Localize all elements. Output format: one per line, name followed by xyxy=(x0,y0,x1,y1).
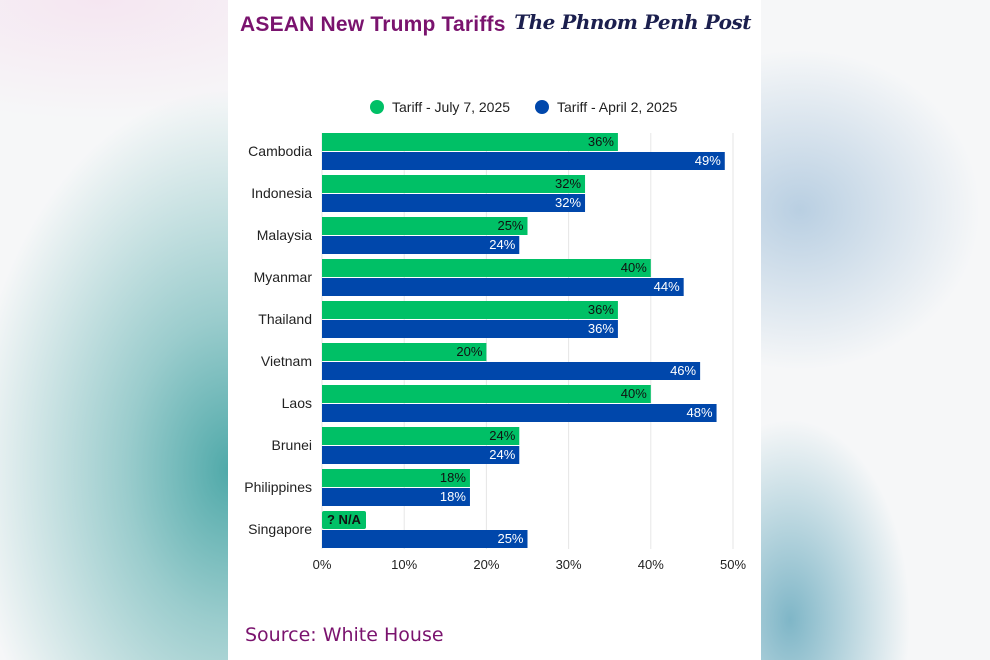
publisher-logo: The Phnom Penh Post xyxy=(514,10,751,34)
category-label: Thailand xyxy=(258,311,312,327)
data-label: 32% xyxy=(555,176,581,191)
category-label: Singapore xyxy=(248,521,312,537)
bar-july xyxy=(322,385,651,403)
bar-chart: 0% 10% 20% 30% 40% 50% Cambodia 36% 49% Indonesia… xyxy=(244,133,746,572)
na-badge xyxy=(322,511,366,529)
bar-april xyxy=(322,152,725,170)
legend-label-july: Tariff - July 7, 2025 xyxy=(392,99,511,115)
category-label: Cambodia xyxy=(248,143,312,159)
legend-item-july: Tariff - July 7, 2025 xyxy=(370,99,510,115)
data-label: 25% xyxy=(497,218,523,233)
x-tick-label: 50% xyxy=(720,557,746,572)
category-label: Vietnam xyxy=(261,353,312,369)
data-label: 48% xyxy=(687,405,713,420)
bar-july xyxy=(322,427,520,445)
data-label: 20% xyxy=(456,344,482,359)
bar-april xyxy=(322,236,520,254)
bar-april xyxy=(322,278,684,296)
data-label: 40% xyxy=(621,386,647,401)
data-label: 24% xyxy=(489,237,515,252)
bar-july xyxy=(322,301,618,319)
bar-april xyxy=(322,320,618,338)
legend-dot-green-icon xyxy=(370,100,384,114)
category-label: Brunei xyxy=(272,437,312,453)
category-label: Indonesia xyxy=(251,185,312,201)
data-label: 44% xyxy=(654,279,680,294)
bar-april xyxy=(322,362,701,380)
data-label: 24% xyxy=(489,447,515,462)
category-label: Laos xyxy=(282,395,312,411)
chart-card: ASEAN New Trump Tariffs The Phnom Penh P… xyxy=(228,0,761,660)
x-tick-label: 40% xyxy=(638,557,664,572)
legend-label-april: Tariff - April 2, 2025 xyxy=(557,99,678,115)
data-label: 36% xyxy=(588,134,614,149)
bar-july xyxy=(322,259,651,277)
bar-april xyxy=(322,194,586,212)
bar-april xyxy=(322,404,717,422)
bar-april xyxy=(322,530,528,548)
data-label: 18% xyxy=(440,470,466,485)
data-label: 36% xyxy=(588,321,614,336)
category-label: Philippines xyxy=(244,479,312,495)
source-note: Source: White House xyxy=(245,624,444,646)
legend-dot-blue-icon xyxy=(535,100,549,114)
bar-july xyxy=(322,343,487,361)
chart-title: ASEAN New Trump Tariffs xyxy=(240,13,506,36)
data-label: 49% xyxy=(695,153,721,168)
data-label: 32% xyxy=(555,195,581,210)
bar-april xyxy=(322,446,520,464)
data-label: 36% xyxy=(588,302,614,317)
x-tick-label: 10% xyxy=(391,557,417,572)
category-label: Malaysia xyxy=(257,227,312,243)
bar-july xyxy=(322,133,618,151)
bar-july xyxy=(322,217,528,235)
x-tick-label: 20% xyxy=(473,557,499,572)
data-label: 18% xyxy=(440,489,466,504)
data-label: 46% xyxy=(670,363,696,378)
x-tick-label: 0% xyxy=(313,557,332,572)
bar-july xyxy=(322,175,586,193)
data-label: 24% xyxy=(489,428,515,443)
legend-item-april: Tariff - April 2, 2025 xyxy=(535,99,677,115)
data-label: 25% xyxy=(497,531,523,546)
bar-april xyxy=(322,488,470,506)
data-label: 40% xyxy=(621,260,647,275)
category-label: Myanmar xyxy=(254,269,313,285)
bar-july xyxy=(322,469,470,487)
na-label: ? N/A xyxy=(327,512,362,527)
x-tick-label: 30% xyxy=(556,557,582,572)
